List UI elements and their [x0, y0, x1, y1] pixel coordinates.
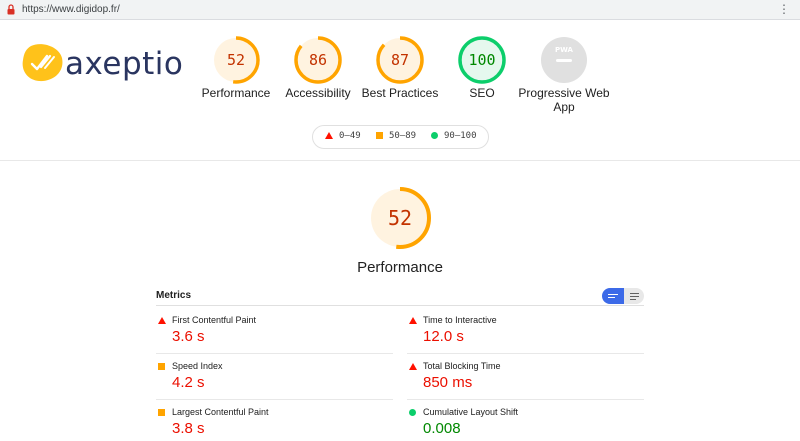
- metric-value: 3.8 s: [172, 420, 205, 437]
- performance-label: Performance: [201, 86, 271, 100]
- metric-name: Largest Contentful Paint: [172, 407, 269, 417]
- metric-value: 850 ms: [423, 374, 473, 391]
- best-practices-label: Best Practices: [361, 86, 439, 100]
- metrics-header: Metrics: [156, 288, 644, 306]
- metric-total-blocking-time: Total Blocking Time 850 ms: [407, 354, 644, 400]
- axeptio-logo-icon: [22, 44, 63, 82]
- metric-name: Cumulative Layout Shift: [423, 407, 519, 417]
- category-best-practices[interactable]: 87 Best Practices: [345, 35, 455, 100]
- seo-label: SEO: [469, 86, 495, 100]
- pwa-label: Progressive Web App: [518, 86, 610, 114]
- fail-triangle-icon: [158, 317, 166, 324]
- triangle-icon: [325, 132, 333, 139]
- metric-time-to-interactive: Time to Interactive 12.0 s: [407, 308, 644, 354]
- metric-value: 4.2 s: [172, 374, 205, 391]
- best-practices-score: 87: [390, 51, 410, 69]
- legend-average: 50–89: [376, 131, 416, 141]
- kebab-menu-icon[interactable]: ⋮: [778, 2, 790, 16]
- metrics-title: Metrics: [156, 290, 192, 301]
- circle-icon: [431, 132, 438, 139]
- metric-name: Total Blocking Time: [423, 361, 501, 371]
- metrics-view-toggle[interactable]: [602, 288, 644, 304]
- legend-fail: 0–49: [325, 131, 361, 141]
- legend-pass: 90–100: [431, 131, 477, 141]
- list-view-icon[interactable]: [624, 288, 644, 304]
- axeptio-logo: axeptio: [21, 42, 183, 88]
- address-bar[interactable]: https://www.digidop.fr/ ⋮: [0, 0, 800, 20]
- performance-section-title: Performance: [357, 259, 443, 276]
- category-pwa[interactable]: PWA Progressive Web App: [509, 35, 619, 114]
- accessibility-gauge[interactable]: 86: [293, 35, 343, 85]
- fail-triangle-icon: [409, 317, 417, 324]
- expanded-view-icon[interactable]: [602, 288, 624, 304]
- lock-icon[interactable]: [7, 4, 15, 15]
- metric-name: First Contentful Paint: [172, 315, 257, 325]
- average-square-icon: [158, 409, 165, 416]
- metric-cumulative-layout-shift: Cumulative Layout Shift 0.008: [407, 400, 644, 441]
- fail-triangle-icon: [409, 363, 417, 370]
- section-divider: [0, 160, 800, 161]
- category-performance[interactable]: 52 Performance: [181, 35, 291, 100]
- performance-detail-score: 52: [387, 206, 413, 230]
- metric-value: 12.0 s: [423, 328, 464, 345]
- score-legend: 0–49 50–89 90–100: [312, 125, 489, 149]
- square-icon: [376, 132, 383, 139]
- performance-gauge[interactable]: 52: [211, 35, 261, 85]
- category-accessibility[interactable]: 86 Accessibility: [263, 35, 373, 100]
- url-text[interactable]: https://www.digidop.fr/: [22, 4, 120, 15]
- best-practices-gauge[interactable]: 87: [375, 35, 425, 85]
- logo-wordmark: axeptio: [65, 46, 184, 82]
- metric-name: Time to Interactive: [423, 315, 497, 325]
- pass-circle-icon: [409, 409, 416, 416]
- metric-value: 3.6 s: [172, 328, 205, 345]
- metric-value: 0.008: [423, 420, 461, 437]
- accessibility-score: 86: [308, 51, 328, 69]
- pwa-badge-text: PWA: [555, 46, 574, 54]
- performance-score: 52: [226, 51, 246, 69]
- pwa-badge-icon: PWA: [541, 37, 587, 83]
- metric-first-contentful-paint: First Contentful Paint 3.6 s: [156, 308, 393, 354]
- accessibility-label: Accessibility: [285, 86, 351, 100]
- category-seo[interactable]: 100 SEO: [427, 35, 537, 100]
- performance-detail-gauge: 52: [350, 186, 450, 250]
- pwa-gauge[interactable]: PWA: [539, 35, 589, 85]
- metric-largest-contentful-paint: Largest Contentful Paint 3.8 s: [156, 400, 393, 441]
- seo-gauge[interactable]: 100: [457, 35, 507, 85]
- average-square-icon: [158, 363, 165, 370]
- metric-name: Speed Index: [172, 361, 223, 371]
- metric-speed-index: Speed Index 4.2 s: [156, 354, 393, 400]
- seo-score: 100: [468, 51, 496, 69]
